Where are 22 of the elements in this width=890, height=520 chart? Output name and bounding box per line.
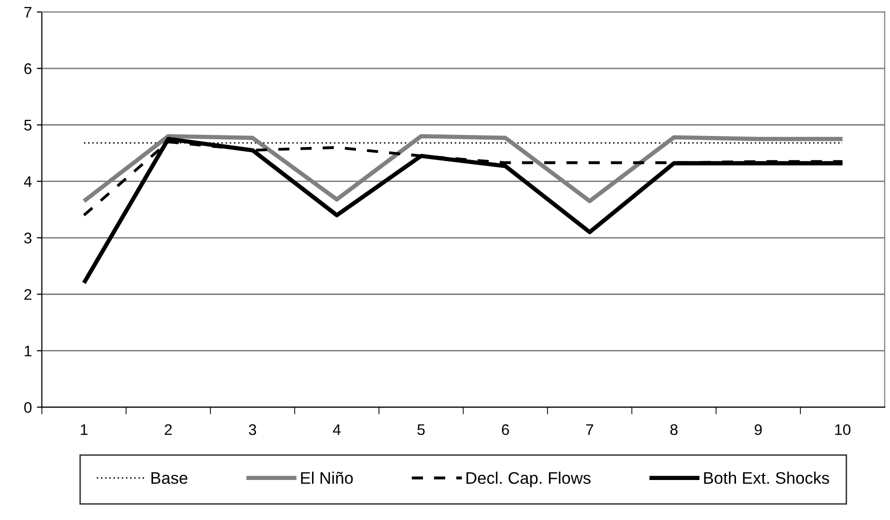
y-tick-label: 3 xyxy=(24,232,32,244)
legend-label: Both Ext. Shocks xyxy=(704,472,830,484)
y-tick-label: 6 xyxy=(24,63,32,74)
x-tick-label: 6 xyxy=(502,424,509,436)
y-tick-label: 5 xyxy=(24,120,32,131)
x-tick-label: 2 xyxy=(164,424,172,435)
x-tick-label: 3 xyxy=(248,424,256,436)
x-tick-label: 9 xyxy=(754,424,762,436)
y-tick-label: 0 xyxy=(24,402,32,413)
x-tick-label: 7 xyxy=(586,424,594,435)
y-tick-label: 1 xyxy=(24,346,32,356)
x-tick-label: 1 xyxy=(80,424,88,435)
legend-label: Base xyxy=(151,472,188,484)
y-tick-label: 2 xyxy=(24,289,32,300)
y-tick-label: 7 xyxy=(24,6,32,18)
x-tick-label: 10 xyxy=(835,424,850,436)
legend-label: El Niño xyxy=(301,472,353,484)
x-tick-label: 5 xyxy=(417,424,425,436)
x-tick-label: 8 xyxy=(670,424,678,436)
x-tick-label: 4 xyxy=(332,424,341,435)
y-tick-label: 4 xyxy=(24,176,32,187)
legend-label: Decl. Cap. Flows xyxy=(466,472,591,488)
